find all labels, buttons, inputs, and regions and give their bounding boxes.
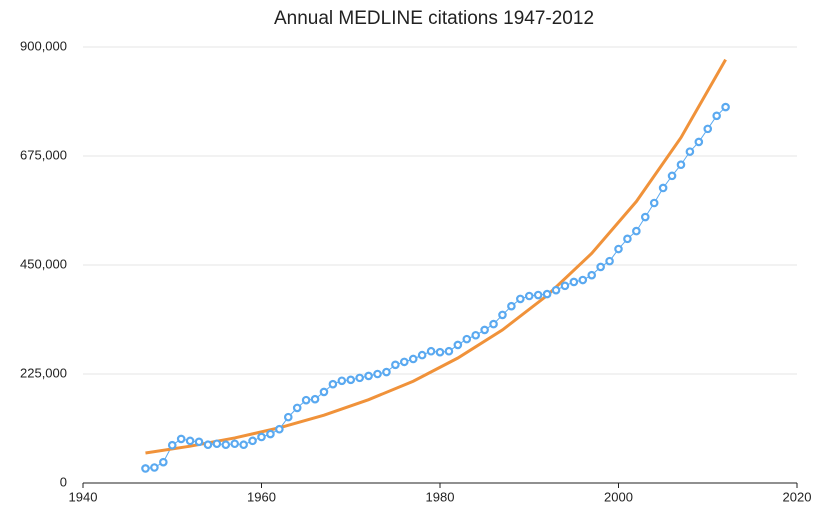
x-tick-label: 1940	[69, 489, 98, 504]
point	[248, 436, 257, 446]
point	[221, 440, 231, 450]
y-tick-label: 900,000	[20, 38, 67, 53]
chart-title: Annual MEDLINE citations 1947-2012	[274, 8, 594, 29]
point	[676, 160, 686, 170]
point	[275, 424, 284, 434]
point	[462, 334, 472, 344]
point	[640, 212, 650, 222]
point	[141, 464, 150, 473]
point	[721, 102, 730, 112]
point	[194, 437, 204, 447]
point	[614, 244, 623, 254]
point	[310, 394, 320, 404]
point	[649, 198, 659, 208]
series-line	[145, 106, 726, 469]
point	[658, 183, 668, 193]
x-tick-label: 2000	[604, 489, 633, 504]
point	[301, 395, 311, 405]
point	[596, 262, 605, 272]
point	[355, 373, 364, 383]
point	[185, 436, 195, 446]
point	[328, 379, 338, 389]
point	[364, 371, 373, 381]
point	[542, 289, 552, 299]
point	[453, 340, 463, 350]
y-tick-label: 450,000	[20, 256, 67, 271]
point	[435, 347, 445, 357]
point	[319, 387, 329, 397]
point	[471, 330, 481, 340]
point	[167, 440, 177, 450]
x-tick-label: 1980	[426, 489, 455, 504]
point	[159, 457, 168, 467]
point	[569, 277, 579, 287]
point	[176, 434, 186, 444]
point	[444, 346, 454, 356]
point	[150, 463, 159, 472]
point	[257, 432, 266, 442]
point	[337, 376, 347, 386]
point	[382, 367, 391, 377]
point	[212, 439, 222, 449]
x-tick-label: 1960	[247, 489, 276, 504]
point	[667, 171, 677, 181]
point	[373, 369, 382, 379]
point	[516, 294, 525, 304]
point	[632, 226, 641, 236]
point	[230, 439, 240, 449]
point	[266, 429, 275, 439]
point	[694, 137, 704, 147]
point	[685, 147, 695, 156]
point	[283, 412, 293, 422]
point	[408, 354, 418, 364]
point	[712, 111, 721, 121]
point	[480, 325, 489, 335]
point	[560, 281, 570, 291]
point	[203, 440, 213, 450]
point	[533, 290, 543, 300]
y-tick-label: 225,000	[20, 365, 67, 380]
point	[587, 270, 597, 280]
y-tick-label: 675,000	[20, 147, 67, 162]
point	[292, 403, 302, 413]
point	[524, 291, 534, 301]
point	[507, 301, 516, 311]
point	[551, 285, 561, 295]
point	[703, 124, 713, 134]
point	[399, 357, 409, 367]
point	[498, 310, 507, 320]
point	[489, 319, 498, 329]
point	[417, 350, 427, 360]
trend-line	[145, 58, 727, 455]
point	[239, 440, 248, 450]
x-tick-label: 2020	[783, 489, 812, 504]
point	[605, 256, 614, 266]
point	[426, 346, 436, 356]
point	[346, 375, 356, 385]
point	[391, 360, 400, 370]
point	[578, 275, 588, 285]
point	[623, 234, 632, 244]
y-tick-label: 0	[60, 474, 67, 489]
